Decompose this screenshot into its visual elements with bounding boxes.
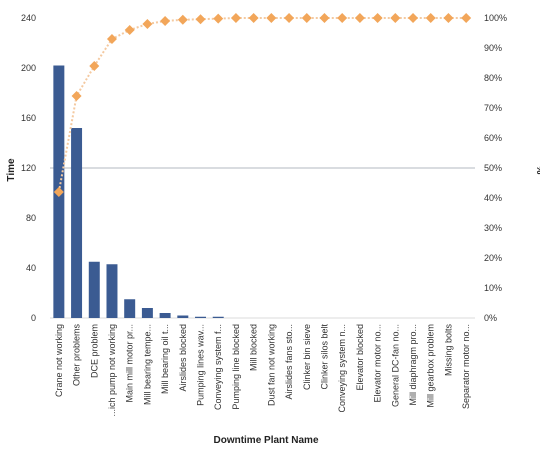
y2-tick-label: 70%	[484, 103, 502, 113]
cumulative-marker	[301, 13, 312, 23]
category-label: Mill diaphragm pro...	[408, 324, 418, 406]
left-axis-ticks: 0 40 80 120 160 200 240	[21, 13, 36, 323]
cumulative-marker	[425, 13, 436, 23]
category-label: DCE problem	[89, 324, 99, 378]
bar	[195, 316, 207, 318]
bar-series	[53, 65, 224, 318]
bar	[177, 315, 189, 318]
category-label: ...ich pump not working	[107, 324, 117, 417]
cumulative-marker	[372, 13, 383, 23]
cumulative-marker	[142, 19, 153, 29]
category-label: Elevator blocked	[355, 324, 365, 391]
y-tick-label: 40	[26, 263, 36, 273]
bar	[88, 261, 100, 318]
category-label: Mill bearing oil t...	[160, 324, 170, 394]
cumulative-marker	[106, 34, 117, 44]
category-label: Separator motor no...	[461, 324, 471, 409]
category-label: Mill gearbox problem	[426, 324, 436, 408]
cumulative-marker	[319, 13, 330, 23]
category-label: Conveying system n...	[337, 324, 347, 413]
cumulative-percent-markers	[53, 13, 472, 197]
cumulative-marker	[443, 13, 454, 23]
x-axis-title: Downtime Plant Name	[213, 435, 318, 446]
cumulative-marker	[71, 91, 82, 101]
y2-tick-label: 60%	[484, 133, 502, 143]
category-label: Clinker bin sieve	[302, 324, 312, 390]
cumulative-marker	[53, 187, 64, 197]
category-label: Mill bearing tempe...	[142, 324, 152, 405]
y2-tick-label: 100%	[484, 13, 507, 23]
cumulative-marker	[213, 13, 224, 24]
category-label: Airslides blocked	[178, 324, 188, 392]
bar	[212, 316, 224, 318]
cumulative-marker	[461, 13, 472, 23]
y2-tick-label: 20%	[484, 253, 502, 263]
y-tick-label: 120	[21, 163, 36, 173]
y2-tick-label: 30%	[484, 223, 502, 233]
cumulative-marker	[177, 14, 188, 25]
category-label: Clinker silos belt	[319, 324, 329, 390]
cumulative-percent-line	[57, 17, 467, 193]
y-tick-label: 200	[21, 63, 36, 73]
cumulative-marker	[89, 61, 100, 71]
y2-tick-label: 0%	[484, 313, 497, 323]
y2-tick-label: 40%	[484, 193, 502, 203]
y-tick-label: 160	[21, 113, 36, 123]
bar	[124, 299, 136, 318]
y-tick-label: 240	[21, 13, 36, 23]
cumulative-marker	[248, 13, 259, 23]
cumulative-marker	[390, 13, 401, 23]
category-label: General DC-fan no...	[390, 324, 400, 407]
y2-tick-label: 80%	[484, 73, 502, 83]
category-label: Elevator motor no...	[373, 324, 383, 403]
category-label: Main mill motor pr...	[125, 324, 135, 403]
category-label: Pumping line blocked	[231, 324, 241, 410]
bar	[159, 313, 171, 318]
y2-axis-title: %	[534, 166, 540, 175]
bar	[71, 128, 83, 318]
cumulative-marker	[354, 13, 365, 23]
category-label: Pumping lines wav...	[196, 324, 206, 406]
y2-tick-label: 50%	[484, 163, 502, 173]
cumulative-marker	[124, 25, 135, 35]
cumulative-marker	[284, 13, 295, 23]
category-label: Missing bolts	[443, 324, 453, 377]
y2-tick-label: 90%	[484, 43, 502, 53]
bar	[106, 264, 118, 318]
y-tick-label: 0	[31, 313, 36, 323]
category-label: Airslides fans sto...	[284, 324, 294, 400]
cumulative-marker	[160, 16, 171, 26]
bar	[141, 308, 153, 318]
y-tick-label: 80	[26, 213, 36, 223]
category-label: Conveying system f...	[213, 324, 223, 410]
cumulative-marker	[266, 13, 277, 23]
right-axis-ticks: 0% 10% 20% 30% 40% 50% 60% 70% 80% 90% 100%	[484, 13, 507, 323]
category-label: Crane not working	[54, 324, 64, 397]
cumulative-marker	[195, 14, 206, 25]
cumulative-marker	[337, 13, 348, 23]
y2-tick-label: 10%	[484, 283, 502, 293]
cumulative-marker	[230, 13, 241, 23]
category-label: Dust fan not working	[266, 324, 276, 406]
y-axis-title: Time	[6, 158, 17, 182]
cumulative-marker	[408, 13, 419, 23]
category-axis-labels: Crane not working Other problems DCE probl…	[54, 324, 471, 417]
category-label: Other problems	[72, 324, 82, 387]
category-label: Mill blocked	[249, 324, 259, 371]
